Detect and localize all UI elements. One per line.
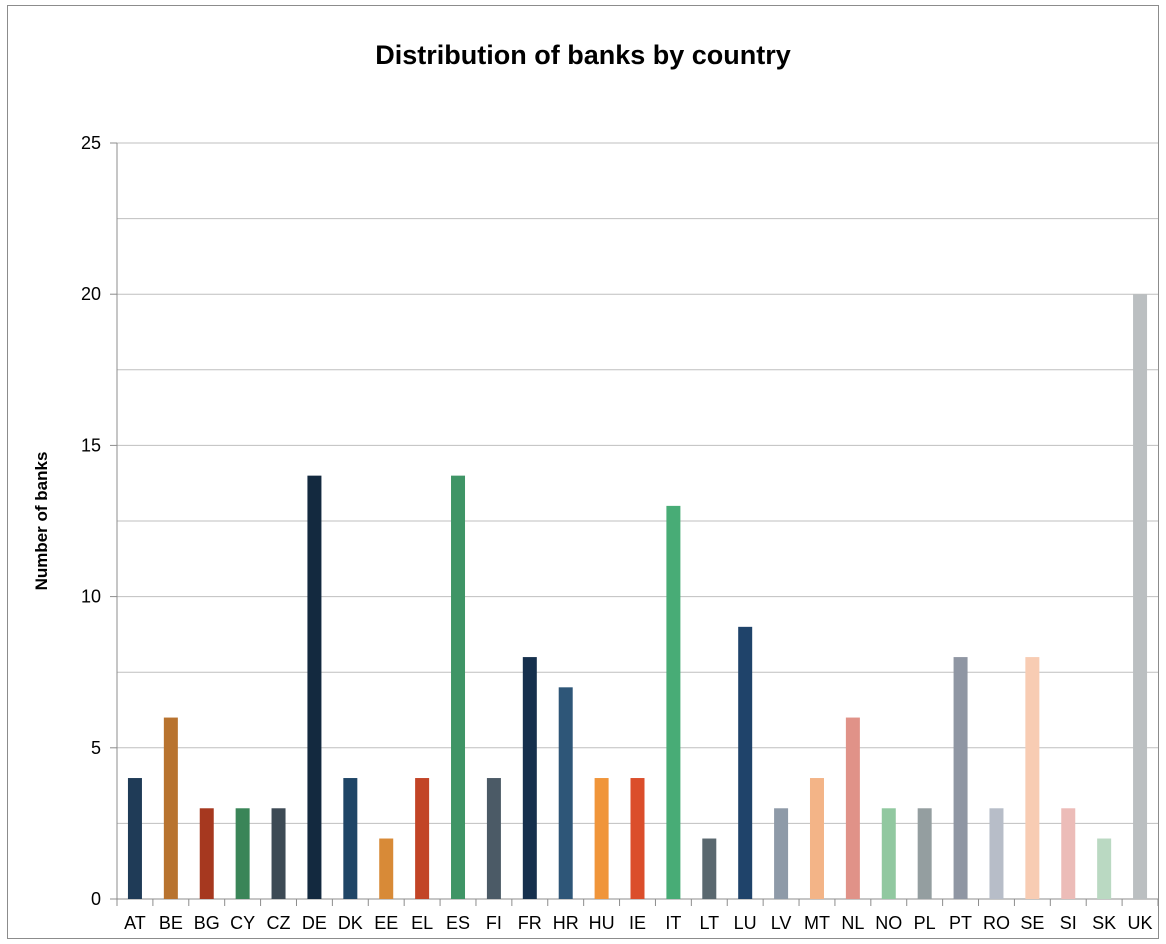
bar-hu (594, 778, 609, 899)
x-tick-label: NL (841, 913, 864, 933)
y-tick-label: 10 (81, 587, 101, 607)
x-tick-label: MT (804, 913, 830, 933)
bar-at (127, 778, 142, 899)
bar-fi (486, 778, 501, 899)
bar-lt (702, 838, 717, 899)
bar-si (1061, 808, 1076, 899)
y-tick-label: 15 (81, 435, 101, 455)
x-tick-label: CZ (267, 913, 291, 933)
bar-ro (989, 808, 1004, 899)
bar-es (451, 475, 466, 899)
bar-el (415, 778, 430, 899)
bar-lv (774, 808, 789, 899)
bar-it (666, 505, 681, 899)
x-tick-label: NO (875, 913, 902, 933)
bar-de (307, 475, 322, 899)
bar-be (163, 717, 178, 899)
bar-se (1025, 657, 1040, 899)
x-tick-label: DE (302, 913, 327, 933)
y-tick-label: 5 (91, 738, 101, 758)
bar-nl (845, 717, 860, 899)
x-tick-label: FR (518, 913, 542, 933)
x-tick-label: PL (914, 913, 936, 933)
bar-no (881, 808, 896, 899)
x-tick-label: LU (734, 913, 757, 933)
chart-frame (7, 5, 1159, 939)
x-tick-label: DK (338, 913, 363, 933)
x-tick-label: BE (159, 913, 183, 933)
x-tick-label: HR (553, 913, 579, 933)
x-tick-label: SI (1060, 913, 1077, 933)
x-tick-label: CY (230, 913, 255, 933)
bar-pl (917, 808, 932, 899)
bar-ie (630, 778, 645, 899)
y-tick-label: 25 (81, 133, 101, 153)
bar-uk (1133, 294, 1148, 899)
x-tick-label: SE (1020, 913, 1044, 933)
x-tick-label: RO (983, 913, 1010, 933)
bar-ee (379, 838, 394, 899)
x-tick-label: EE (374, 913, 398, 933)
x-tick-label: FI (486, 913, 502, 933)
x-tick-label: ES (446, 913, 470, 933)
x-tick-label: UK (1128, 913, 1153, 933)
bar-dk (343, 778, 358, 899)
bar-mt (809, 778, 824, 899)
bar-bg (199, 808, 214, 899)
x-tick-label: HU (589, 913, 615, 933)
y-tick-label: 0 (91, 889, 101, 909)
bar-cy (235, 808, 250, 899)
x-tick-label: EL (411, 913, 433, 933)
bar-lu (738, 626, 753, 899)
x-tick-label: AT (124, 913, 146, 933)
x-tick-label: IE (629, 913, 646, 933)
x-tick-label: SK (1092, 913, 1116, 933)
x-tick-label: IT (665, 913, 681, 933)
x-tick-label: LT (699, 913, 719, 933)
bar-pt (953, 657, 968, 899)
x-tick-label: BG (194, 913, 220, 933)
x-tick-label: PT (949, 913, 972, 933)
y-tick-label: 20 (81, 284, 101, 304)
bar-cz (271, 808, 286, 899)
bar-fr (522, 657, 537, 899)
bar-hr (558, 687, 573, 899)
x-tick-label: LV (771, 913, 792, 933)
bar-sk (1097, 838, 1112, 899)
chart-title: Distribution of banks by country (375, 40, 791, 70)
